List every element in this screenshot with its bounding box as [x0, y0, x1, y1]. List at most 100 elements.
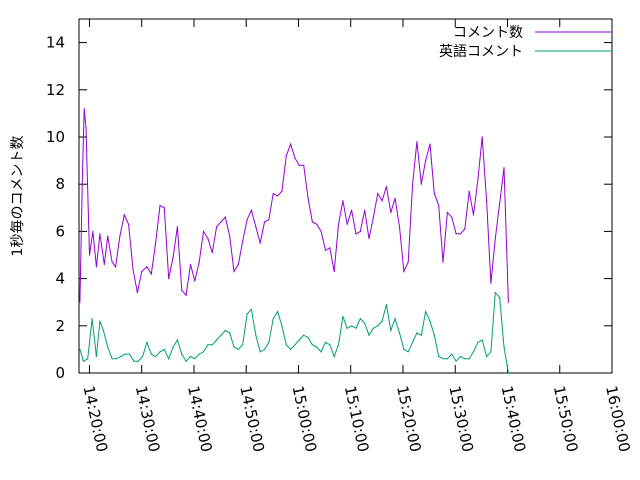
data-point	[259, 351, 261, 353]
data-point	[390, 211, 392, 214]
legend-label: コメント数	[453, 25, 523, 41]
y-tick-label: 6	[55, 222, 65, 240]
data-point	[242, 344, 244, 346]
data-point	[364, 322, 366, 324]
data-point	[303, 334, 305, 336]
data-point	[459, 355, 462, 358]
data-point	[390, 329, 392, 332]
data-point	[407, 261, 409, 263]
data-point	[333, 355, 335, 358]
data-point	[459, 233, 462, 235]
data-point	[107, 346, 109, 348]
data-point	[155, 242, 157, 244]
y-tick-label: 14	[46, 34, 65, 52]
data-point	[155, 355, 157, 358]
data-point	[290, 143, 292, 145]
data-point	[359, 230, 361, 232]
data-point	[420, 334, 422, 336]
data-point	[224, 216, 226, 218]
data-point	[202, 351, 205, 353]
data-point	[351, 325, 353, 327]
data-point	[412, 341, 414, 343]
data-point	[355, 327, 357, 329]
y-tick-label: 8	[55, 175, 65, 193]
data-point	[337, 344, 340, 346]
series-2	[79, 291, 509, 374]
data-point	[499, 296, 501, 299]
x-tick-label: 14:20:00	[80, 384, 112, 454]
data-point	[494, 292, 496, 294]
data-point	[137, 360, 139, 362]
data-point	[403, 348, 405, 350]
data-point	[202, 230, 205, 232]
data-point	[320, 230, 322, 232]
data-point	[486, 200, 488, 202]
data-point	[477, 341, 479, 343]
data-point	[307, 337, 309, 339]
data-point	[242, 240, 244, 242]
data-point	[207, 344, 209, 346]
data-point	[87, 358, 89, 360]
data-point	[381, 320, 383, 322]
data-point	[146, 266, 148, 268]
data-point	[429, 320, 431, 322]
data-point	[198, 261, 200, 263]
data-point	[198, 353, 200, 355]
data-point	[163, 348, 165, 350]
data-point	[246, 219, 248, 221]
data-point	[136, 292, 138, 294]
data-point	[159, 351, 161, 353]
data-point	[168, 358, 170, 360]
data-point	[281, 325, 283, 327]
data-point	[316, 346, 318, 348]
data-point	[120, 355, 122, 358]
data-point	[250, 308, 252, 310]
data-point	[298, 339, 300, 341]
data-point	[446, 358, 448, 360]
data-point	[342, 200, 344, 202]
data-point	[141, 270, 143, 273]
x-tick-label: 15:30:00	[445, 384, 477, 454]
x-tick-label: 14:40:00	[184, 384, 216, 454]
x-tick-label: 16:00:00	[602, 384, 634, 454]
x-tick-label: 14:50:00	[236, 384, 268, 454]
data-point	[372, 327, 374, 329]
data-point	[185, 360, 187, 362]
data-point	[368, 334, 370, 336]
data-point	[385, 186, 387, 188]
data-point	[107, 235, 109, 237]
data-point	[189, 355, 192, 358]
data-point	[381, 200, 383, 202]
data-point	[285, 344, 287, 346]
data-point	[268, 341, 270, 343]
data-point	[377, 325, 379, 327]
data-point	[298, 164, 300, 166]
data-point	[446, 211, 448, 214]
data-point	[79, 348, 81, 350]
data-point	[272, 318, 274, 320]
data-point	[277, 311, 279, 313]
data-point	[407, 351, 409, 353]
x-tick-label: 15:00:00	[289, 384, 321, 454]
data-point	[91, 318, 93, 320]
data-point	[102, 329, 104, 332]
data-point	[294, 344, 296, 346]
y-axis: 0 2 4 6 8 10 12 14	[46, 34, 612, 382]
data-point	[324, 341, 327, 343]
data-point	[255, 226, 257, 228]
data-point	[346, 223, 348, 225]
data-point	[229, 235, 231, 237]
data-point	[481, 136, 483, 138]
data-point	[246, 313, 248, 315]
data-point	[211, 344, 213, 346]
data-point	[128, 353, 131, 355]
data-point	[176, 339, 178, 341]
data-point	[412, 183, 414, 185]
data-point	[385, 304, 387, 306]
data-point	[88, 254, 91, 256]
data-point	[468, 190, 470, 192]
series-line	[79, 291, 509, 374]
data-point	[303, 164, 305, 166]
